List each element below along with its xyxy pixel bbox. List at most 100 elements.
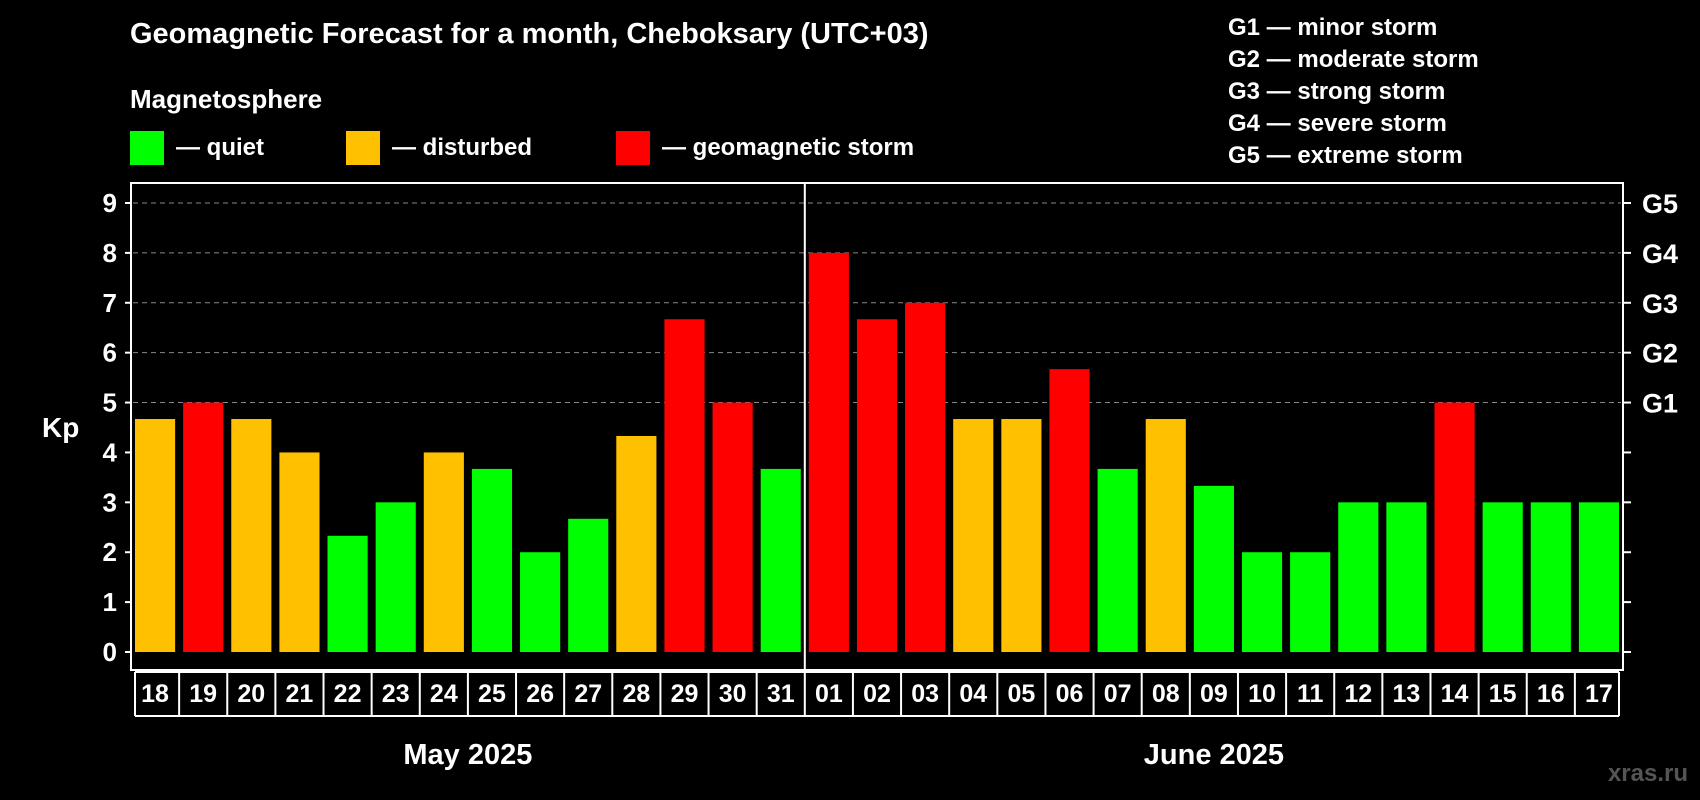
- bar-29: [664, 319, 705, 652]
- date-label-24: 11: [1297, 680, 1324, 708]
- date-label-9: 27: [574, 680, 602, 708]
- bar-21: [279, 452, 320, 652]
- bar-27: [568, 518, 609, 652]
- bar-31: [760, 468, 801, 652]
- right-axis-label-g2: G2: [1642, 339, 1678, 369]
- y-tick-label: 8: [103, 238, 117, 268]
- storm-scale-g3: G3 — strong storm: [1228, 78, 1446, 105]
- bar-22: [327, 535, 368, 652]
- date-label-25: 12: [1344, 680, 1372, 708]
- bar-24: [423, 452, 464, 652]
- date-label-20: 07: [1104, 680, 1132, 708]
- bar-28: [616, 435, 657, 652]
- y-tick-label: 7: [103, 288, 117, 318]
- legend-disturbed-label: — disturbed: [392, 134, 533, 161]
- legend-quiet-label: — quiet: [176, 134, 264, 161]
- date-label-11: 29: [671, 680, 699, 708]
- bar-07: [1097, 468, 1138, 652]
- bar-20: [231, 419, 272, 652]
- bar-09: [1193, 485, 1234, 652]
- date-label-19: 06: [1056, 680, 1084, 708]
- y-tick-label: 0: [103, 637, 117, 667]
- date-label-17: 04: [959, 680, 987, 708]
- right-axis-label-g3: G3: [1642, 289, 1678, 319]
- y-tick-label: 5: [103, 388, 117, 418]
- legend-storm-label: — geomagnetic storm: [662, 134, 915, 161]
- storm-scale-g1: G1 — minor storm: [1228, 14, 1438, 41]
- legend-storm: — geomagnetic storm: [616, 130, 914, 166]
- date-label-7: 25: [478, 680, 506, 708]
- bar-04: [953, 419, 994, 652]
- bar-30: [712, 402, 753, 652]
- bar-13: [1386, 502, 1427, 652]
- watermark: xras.ru: [1607, 760, 1688, 787]
- date-label-26: 13: [1393, 680, 1421, 708]
- y-tick-label: 2: [103, 537, 117, 567]
- date-label-15: 02: [863, 680, 891, 708]
- bar-06: [1049, 369, 1090, 652]
- storm-scale-g2: G2 — moderate storm: [1228, 46, 1479, 73]
- y-tick-label: 1: [103, 587, 117, 617]
- bar-26: [520, 552, 561, 652]
- bar-16: [1530, 502, 1571, 652]
- legend-quiet: — quiet: [130, 130, 264, 166]
- bar-12: [1338, 502, 1379, 652]
- date-label-28: 15: [1489, 680, 1517, 708]
- bar-18: [135, 419, 176, 652]
- date-label-6: 24: [430, 680, 458, 708]
- storm-scale-g5: G5 — extreme storm: [1228, 142, 1463, 169]
- bar-10: [1241, 552, 1283, 652]
- plot-frame: [130, 182, 1624, 671]
- date-label-3: 21: [286, 680, 314, 708]
- bar-03: [905, 302, 946, 652]
- date-label-14: 01: [815, 680, 843, 708]
- bar-25: [471, 468, 513, 652]
- bar-02: [856, 319, 898, 652]
- y-tick-label: 9: [103, 188, 117, 218]
- storm-scale-g4: G4 — severe storm: [1228, 110, 1447, 137]
- y-tick-label: 6: [103, 338, 117, 368]
- month-label-1: June 2025: [1144, 739, 1284, 771]
- legend-heading: Magnetosphere: [130, 84, 323, 114]
- right-axis-label-g5: G5: [1642, 189, 1678, 219]
- date-label-22: 09: [1200, 680, 1228, 708]
- date-label-27: 14: [1441, 680, 1469, 708]
- date-label-12: 30: [719, 680, 747, 708]
- legend-storm-swatch: [616, 131, 650, 165]
- date-label-8: 26: [526, 680, 554, 708]
- storm-scale-legend: G1 — minor storm G2 — moderate storm G3 …: [1228, 12, 1479, 172]
- legend-disturbed-swatch: [346, 131, 380, 165]
- bar-01: [808, 252, 849, 652]
- date-label-10: 28: [622, 680, 650, 708]
- y-axis-label: Kp: [42, 412, 79, 443]
- date-label-30: 17: [1585, 680, 1613, 708]
- bar-05: [1001, 419, 1042, 652]
- date-label-5: 23: [382, 680, 410, 708]
- bar-14: [1434, 402, 1475, 652]
- legend-disturbed: — disturbed: [346, 130, 532, 166]
- date-label-4: 22: [334, 680, 362, 708]
- right-axis-label-g1: G1: [1642, 389, 1678, 419]
- right-axis-label-g4: G4: [1642, 239, 1678, 269]
- bar-17: [1578, 502, 1619, 652]
- date-label-21: 08: [1152, 680, 1180, 708]
- date-label-13: 31: [767, 680, 795, 708]
- legend-quiet-swatch: [130, 131, 164, 165]
- date-label-0: 18: [141, 680, 169, 708]
- date-label-16: 03: [911, 680, 939, 708]
- date-label-18: 05: [1007, 680, 1035, 708]
- bar-23: [375, 502, 416, 652]
- y-tick-label: 3: [103, 487, 117, 517]
- date-label-1: 19: [189, 680, 217, 708]
- chart-title: Geomagnetic Forecast for a month, Chebok…: [130, 18, 929, 50]
- y-tick-label: 4: [103, 437, 118, 467]
- bar-19: [183, 402, 224, 652]
- bar-15: [1482, 502, 1523, 652]
- date-label-2: 20: [237, 680, 265, 708]
- month-label-0: May 2025: [403, 739, 532, 771]
- bar-11: [1290, 552, 1331, 652]
- date-label-29: 16: [1537, 680, 1565, 708]
- bar-08: [1145, 419, 1186, 652]
- date-label-23: 10: [1248, 680, 1276, 708]
